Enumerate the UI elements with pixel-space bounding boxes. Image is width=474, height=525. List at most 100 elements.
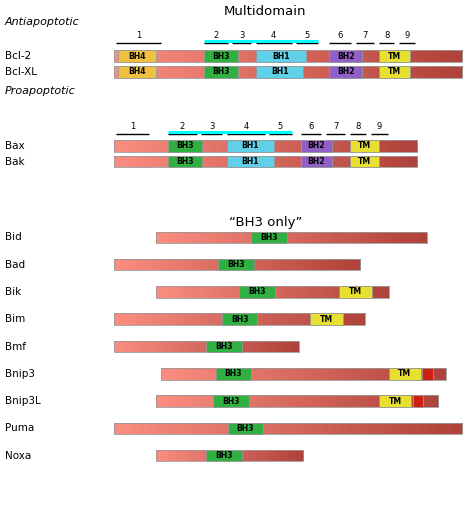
Bar <box>206 259 213 270</box>
Bar <box>367 368 375 380</box>
Bar <box>255 286 262 298</box>
Bar <box>305 232 312 243</box>
Bar <box>211 368 219 380</box>
Bar <box>431 368 439 380</box>
Bar <box>206 341 242 352</box>
Bar <box>144 156 152 167</box>
Bar <box>245 66 254 78</box>
Bar <box>402 156 410 167</box>
Bar <box>262 395 270 407</box>
Bar <box>305 66 315 78</box>
Bar <box>271 341 276 352</box>
Bar <box>229 341 234 352</box>
Bar <box>174 156 182 167</box>
Bar <box>227 313 234 325</box>
Bar <box>384 50 393 62</box>
Bar <box>258 140 266 152</box>
Bar <box>275 368 283 380</box>
Bar <box>140 423 149 434</box>
Bar <box>159 140 167 152</box>
Bar <box>211 341 216 352</box>
Bar <box>410 50 419 62</box>
Bar <box>224 232 231 243</box>
Bar <box>222 313 257 325</box>
Bar <box>413 395 423 407</box>
Bar <box>420 232 427 243</box>
Bar <box>436 66 445 78</box>
Bar <box>219 450 223 461</box>
Bar <box>366 50 375 62</box>
Bar <box>280 259 287 270</box>
Bar <box>237 259 244 270</box>
Bar <box>349 156 357 167</box>
Bar <box>341 140 349 152</box>
Bar <box>290 313 296 325</box>
Bar <box>185 395 192 407</box>
Bar <box>148 50 158 62</box>
Bar <box>342 286 348 298</box>
Bar <box>264 232 272 243</box>
Bar <box>304 395 312 407</box>
Bar <box>236 50 245 62</box>
Bar <box>231 259 237 270</box>
Bar <box>243 140 251 152</box>
Bar <box>162 286 168 298</box>
Bar <box>379 395 411 407</box>
Bar <box>182 140 190 152</box>
Bar <box>375 50 384 62</box>
Bar <box>118 66 156 78</box>
Text: 5: 5 <box>304 32 310 40</box>
Bar <box>379 66 410 78</box>
Bar <box>317 259 324 270</box>
Bar <box>290 286 296 298</box>
Bar <box>234 395 241 407</box>
Text: 7: 7 <box>333 122 338 131</box>
Text: BH3: BH3 <box>177 141 194 151</box>
Text: BH4: BH4 <box>128 67 146 77</box>
Bar <box>201 66 210 78</box>
Bar <box>309 313 315 325</box>
Bar <box>252 450 256 461</box>
Bar <box>144 140 152 152</box>
Text: BH1: BH1 <box>242 157 259 166</box>
Text: BH3: BH3 <box>215 451 233 460</box>
Bar <box>454 50 463 62</box>
Bar <box>261 286 267 298</box>
Bar <box>210 423 219 434</box>
Text: Bcl-XL: Bcl-XL <box>5 67 37 77</box>
Bar <box>325 368 332 380</box>
Bar <box>283 313 290 325</box>
Bar <box>327 313 334 325</box>
Bar <box>243 156 251 167</box>
Bar <box>319 395 326 407</box>
Bar <box>128 341 133 352</box>
Bar <box>152 156 160 167</box>
Bar <box>249 286 255 298</box>
Bar <box>361 395 368 407</box>
Bar <box>167 156 175 167</box>
Bar <box>288 423 297 434</box>
Bar <box>206 450 242 461</box>
Bar <box>278 286 284 298</box>
Bar <box>163 232 170 243</box>
Bar <box>301 140 332 152</box>
Bar <box>201 341 207 352</box>
Bar <box>209 286 215 298</box>
Bar <box>303 140 311 152</box>
Bar <box>274 259 281 270</box>
Bar <box>225 259 231 270</box>
Bar <box>392 50 401 62</box>
Bar <box>203 286 209 298</box>
Bar <box>190 232 197 243</box>
Bar <box>212 259 219 270</box>
Bar <box>186 450 190 461</box>
Bar <box>262 259 268 270</box>
Bar <box>192 423 201 434</box>
Bar <box>313 286 319 298</box>
Text: 6: 6 <box>337 32 343 40</box>
Text: 3: 3 <box>209 122 214 131</box>
Bar <box>346 232 353 243</box>
Bar <box>352 232 359 243</box>
Bar <box>211 450 216 461</box>
Bar <box>133 313 139 325</box>
